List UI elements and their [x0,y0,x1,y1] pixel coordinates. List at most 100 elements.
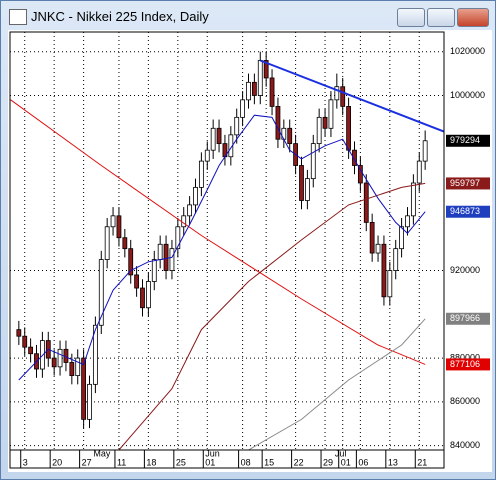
candle-body [422,140,428,162]
price-label-box [446,312,490,325]
candle-body [340,86,346,107]
price-label-box [446,177,490,190]
x-tick-label: 11 [117,457,126,467]
candle-body [240,99,246,118]
x-tick-label: 25 [176,457,186,467]
candle-body [22,335,28,348]
candle-body [410,182,416,217]
candle-body [246,81,251,101]
x-tick-label: 22 [294,457,304,467]
x-tick-label: 06 [358,457,368,467]
maximize-button[interactable] [427,8,455,27]
minimize-button[interactable] [397,8,425,27]
candle-body [269,77,275,107]
candle-body [169,248,175,271]
candle-body [92,324,98,385]
candle-body [145,281,151,309]
indicator-line [248,318,426,451]
candle-body [287,127,293,145]
y-tick-label: 860000 [450,396,480,406]
price-label: 946873 [450,206,480,216]
candle-body [399,226,405,250]
candle-body [257,60,263,96]
x-tick-label: 01 [205,457,215,467]
month-label: Jul [335,448,347,458]
candle-body [87,383,92,420]
x-tick-label: 29 [323,457,333,467]
candle-body [216,127,222,145]
indicator-line [259,59,445,133]
price-label: 877106 [450,359,480,369]
candle-body [122,237,128,250]
title-bar: JNKC - Nikkei 225 Index, Daily [1,1,495,31]
candle-body [69,362,75,376]
candle-body [204,149,210,162]
price-label: 979294 [450,135,480,145]
price-label: 897966 [450,313,480,323]
candle-body [104,226,110,261]
window-title: JNKC - Nikkei 225 Index, Daily [31,9,209,24]
x-tick-label: 01 [341,457,351,467]
candle-body [328,99,334,129]
x-tick-label: 13 [388,457,398,467]
y-tick-label: 840000 [450,440,480,450]
price-label: 959797 [450,178,480,188]
x-tick-label: 20 [52,457,62,467]
candle-body [110,215,116,228]
indicator-line [118,182,426,451]
x-tick-label: 15 [264,457,274,467]
candle-body [163,243,169,271]
candle-body [357,165,363,184]
candle-body [98,259,104,326]
candle-body [263,60,269,79]
candle-body [299,165,304,201]
price-label-box [446,358,490,371]
x-tick-label: 08 [241,457,251,467]
candle-body [198,160,204,188]
candle-body [181,215,187,228]
candle-body [405,215,410,228]
candle-body [134,274,140,289]
candle-body [157,243,163,261]
candle-body [322,116,328,129]
candle-body [210,127,216,151]
candle-body [187,204,193,217]
x-tick-label: 3 [23,457,28,467]
y-tick-label: 880000 [450,352,480,362]
close-button[interactable] [457,8,489,27]
indicator-line [10,99,426,365]
candle-body [16,329,22,337]
candle-body [51,357,57,368]
candle-body [369,221,375,254]
plot-frame [9,31,445,451]
chart: 840000 860000 880000 920000 1000000 1020000 3 2… [8,30,492,472]
candle-body [116,215,122,239]
month-label: May [93,448,111,458]
app-icon [9,9,27,25]
y-tick-label: 1000000 [450,90,485,100]
candle-body [75,357,81,376]
candle-body [151,259,157,282]
candle-body [234,116,240,136]
candle-body [310,143,316,180]
price-label-box [446,205,490,218]
candle-body [304,178,310,201]
month-label: Jun [205,448,220,458]
candle-body [57,348,63,368]
candle-body [140,287,145,309]
y-tick-label: 1020000 [450,46,485,56]
candle-body [387,270,393,298]
candle-body [28,346,34,355]
price-label-box [446,134,490,147]
candle-body [381,243,387,298]
y-tick-label: 920000 [450,265,480,275]
candle-body [175,226,181,250]
indicator-line [18,114,426,381]
candle-body [334,86,340,101]
candle-body [316,116,322,145]
candle-body [393,248,399,271]
candle-body [128,248,134,276]
candle-body [251,81,257,96]
candle-body [416,160,422,184]
candle-body [81,357,87,420]
